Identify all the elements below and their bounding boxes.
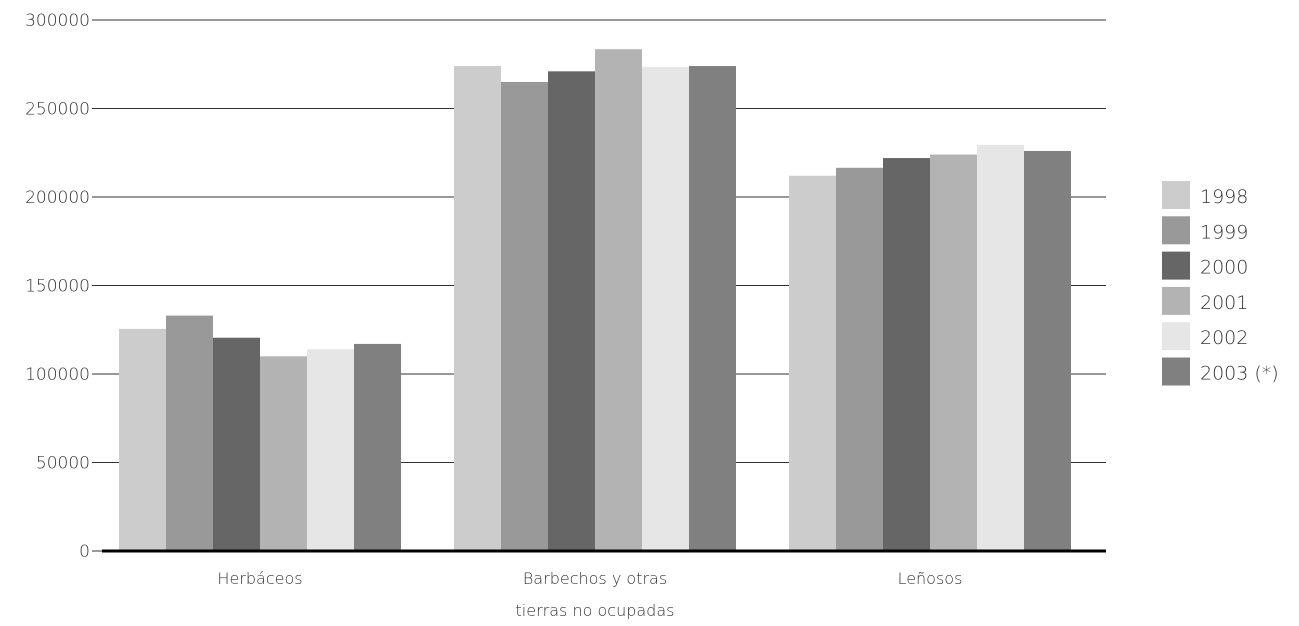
y-tick-label: 300000 bbox=[25, 11, 90, 31]
legend-swatch bbox=[1162, 357, 1190, 386]
y-tick-label: 0 bbox=[79, 542, 90, 562]
bar bbox=[501, 81, 548, 551]
legend-label: 2003 (*) bbox=[1200, 363, 1279, 385]
y-tick-label: 200000 bbox=[25, 188, 90, 208]
legend-label: 2001 bbox=[1200, 292, 1248, 314]
legend-swatch bbox=[1162, 216, 1190, 245]
bar bbox=[977, 144, 1024, 551]
bar bbox=[789, 175, 836, 551]
bar bbox=[119, 328, 166, 551]
bar bbox=[930, 154, 977, 551]
bar bbox=[689, 66, 736, 552]
legend-label: 2002 bbox=[1200, 327, 1248, 349]
bar bbox=[166, 315, 213, 551]
bar bbox=[354, 343, 401, 551]
y-tick-label: 50000 bbox=[36, 454, 90, 474]
bar bbox=[883, 158, 930, 551]
legend-swatch bbox=[1162, 322, 1190, 351]
legend-swatch bbox=[1162, 181, 1190, 209]
bars-group bbox=[119, 49, 1071, 552]
x-category-label: Barbechos y otras bbox=[523, 569, 667, 588]
legend-label: 2000 bbox=[1200, 257, 1248, 279]
bar bbox=[260, 356, 307, 551]
x-axis-category-labels: Herbáceos Barbechos y otras tierras no ocu… bbox=[217, 569, 962, 620]
y-axis-tick-labels: 0 50000 100000 150000 200000 250000 300000 bbox=[25, 11, 90, 562]
bar bbox=[642, 66, 689, 551]
bar bbox=[1024, 150, 1071, 552]
legend-label: 1999 bbox=[1200, 221, 1248, 243]
legend-label: 1998 bbox=[1200, 186, 1248, 208]
legend: 1998 1999 2000 2001 2002 2003 (*) bbox=[1162, 181, 1279, 386]
bar bbox=[454, 66, 501, 552]
x-category-label: tierras no ocupadas bbox=[516, 601, 675, 620]
bar bbox=[213, 337, 260, 551]
y-tick-label: 100000 bbox=[25, 365, 90, 385]
x-category-label: Leñosos bbox=[898, 569, 963, 588]
y-tick-label: 150000 bbox=[25, 277, 90, 297]
legend-swatch bbox=[1162, 286, 1190, 315]
x-category-label: Herbáceos bbox=[217, 569, 302, 588]
y-tick-label: 250000 bbox=[25, 100, 90, 120]
legend-swatch bbox=[1162, 251, 1190, 280]
bar bbox=[836, 167, 883, 552]
bar bbox=[548, 71, 595, 551]
bar bbox=[307, 349, 354, 551]
bar bbox=[595, 49, 642, 551]
